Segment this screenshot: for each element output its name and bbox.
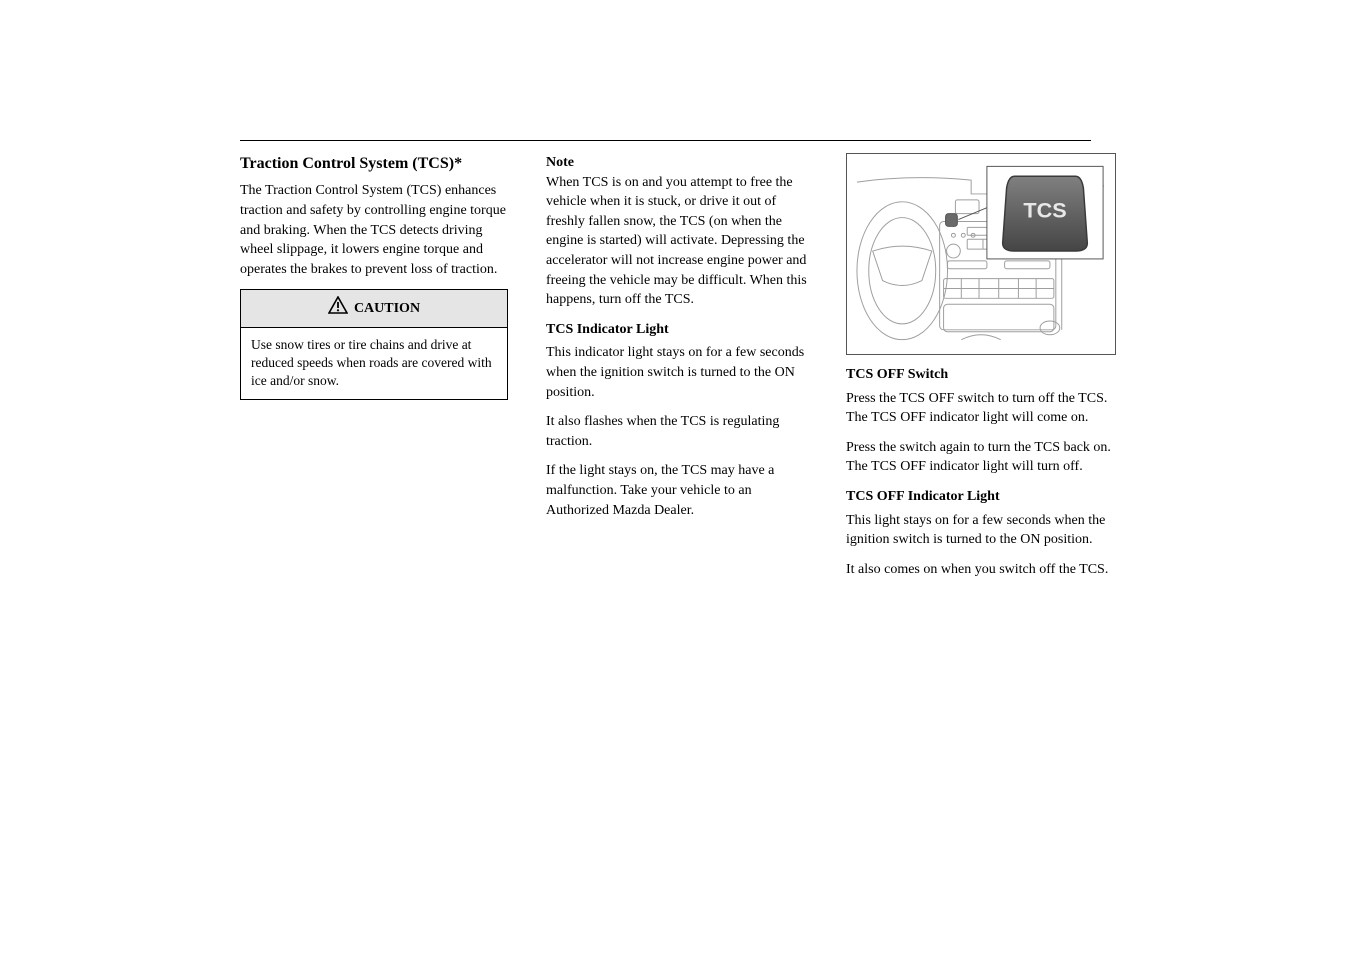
tcs-button-label: TCS: [1023, 198, 1066, 223]
note-body: When TCS is on and you attempt to free t…: [546, 173, 808, 310]
press-again-body: Press the switch again to turn the TCS b…: [846, 438, 1116, 477]
tcs-button-inset: TCS: [987, 166, 1103, 259]
column-left: Traction Control System (TCS)* The Tract…: [240, 153, 508, 589]
off-switch-body: Press the TCS OFF switch to turn off the…: [846, 389, 1116, 428]
off-indicator-heading: TCS OFF Indicator Light: [846, 487, 1116, 507]
off-switch-heading: TCS OFF Switch: [846, 365, 1116, 385]
note-label: Note: [546, 155, 574, 170]
columns-container: Traction Control System (TCS)* The Tract…: [240, 153, 1091, 589]
tcs-heading: Traction Control System (TCS)*: [240, 153, 508, 175]
tcs-malfunction-body: If the light stays on, the TCS may have …: [546, 461, 808, 520]
warning-triangle-icon: [328, 296, 348, 321]
off-indicator-body: This light stays on for a few seconds wh…: [846, 511, 1116, 550]
caution-box: CAUTION Use snow tires or tire chains an…: [240, 289, 508, 399]
tcs-indicator-body: This indicator light stays on for a few …: [546, 343, 808, 402]
caution-body: Use snow tires or tire chains and drive …: [241, 328, 507, 399]
note-block: Note When TCS is on and you attempt to f…: [546, 153, 808, 310]
caution-header: CAUTION: [241, 290, 507, 328]
column-middle: Note When TCS is on and you attempt to f…: [546, 153, 808, 589]
caution-label: CAUTION: [354, 299, 420, 319]
dashboard-figure: TCS: [846, 153, 1116, 355]
off-indicator-body2: It also comes on when you switch off the…: [846, 560, 1116, 580]
tcs-flash-body: It also flashes when the TCS is regulati…: [546, 412, 808, 451]
tcs-description: The Traction Control System (TCS) enhanc…: [240, 181, 508, 279]
tcs-indicator-heading: TCS Indicator Light: [546, 320, 808, 340]
dashboard-illustration: TCS: [853, 160, 1109, 348]
horizontal-rule: [240, 140, 1091, 141]
column-right: TCS TCS OFF Switch Press the TCS OFF swi…: [846, 153, 1116, 589]
